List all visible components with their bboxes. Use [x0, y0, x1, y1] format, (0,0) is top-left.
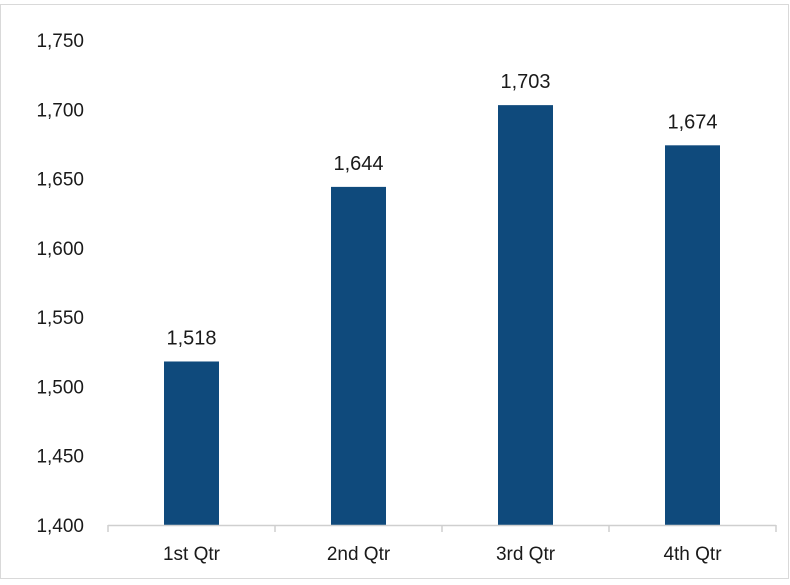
- data-label: 1,644: [333, 153, 383, 175]
- y-tick-label: 1,550: [36, 308, 84, 329]
- y-axis-ticks: 1,400 1,450 1,500 1,550 1,600 1,650 1,700 1,750: [36, 31, 84, 537]
- y-tick-label: 1,500: [36, 377, 84, 398]
- x-axis-labels: 1st Qtr 2nd Qtr 3rd Qtr 4th Qtr: [163, 544, 722, 565]
- y-tick-label: 1,600: [36, 239, 84, 260]
- bar: [498, 105, 553, 525]
- y-tick-label: 1,700: [36, 100, 84, 121]
- x-tick-label: 3rd Qtr: [496, 544, 556, 565]
- bar: [331, 186, 386, 525]
- x-tick-label: 2nd Qtr: [327, 544, 391, 565]
- y-tick-label: 1,650: [36, 170, 84, 191]
- y-tick-label: 1,750: [36, 31, 84, 52]
- x-tick-label: 1st Qtr: [163, 544, 221, 565]
- data-label: 1,518: [166, 327, 216, 349]
- bars: [164, 105, 720, 526]
- data-label: 1,674: [667, 111, 717, 133]
- data-labels: 1,518 1,644 1,703 1,674: [166, 71, 717, 349]
- bar: [665, 145, 720, 526]
- bar: [164, 361, 219, 525]
- x-axis-ticks: [107, 525, 777, 532]
- x-tick-label: 4th Qtr: [663, 544, 722, 565]
- y-tick-label: 1,450: [36, 447, 84, 468]
- chart-border: [0, 4, 789, 579]
- y-tick-label: 1,400: [36, 516, 84, 537]
- data-label: 1,703: [500, 71, 550, 93]
